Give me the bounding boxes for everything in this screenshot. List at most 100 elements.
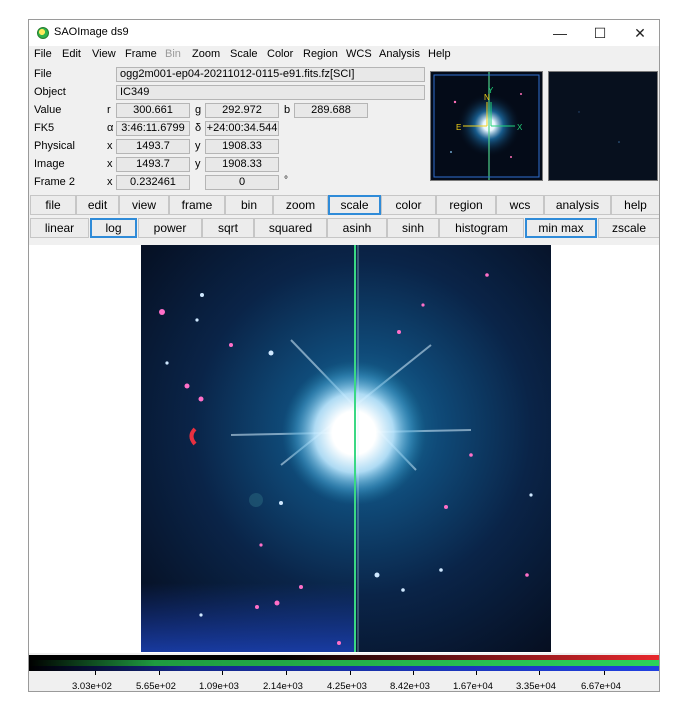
- button-histogram[interactable]: histogram: [439, 218, 524, 238]
- main-button-bar: file edit view frame bin zoom scale colo…: [30, 195, 659, 215]
- image-x-label: x: [107, 158, 113, 170]
- object-label: Object: [34, 86, 66, 98]
- image-y-label: y: [195, 158, 201, 170]
- panner-x-label: X: [517, 123, 523, 132]
- colorbar-tick: [604, 671, 605, 675]
- button-analysis[interactable]: analysis: [544, 195, 611, 215]
- button-sinh[interactable]: sinh: [387, 218, 439, 238]
- file-field: ogg2m001-ep04-20211012-0115-e91.fits.fz[…: [116, 67, 425, 82]
- fk5-delta-label: δ: [195, 122, 202, 134]
- value-r-label: r: [107, 104, 111, 116]
- menu-analysis[interactable]: Analysis: [379, 48, 420, 60]
- colorbar-tick: [413, 671, 414, 675]
- colorbar-tick-label: 8.42e+03: [390, 681, 430, 692]
- physical-y-label: y: [195, 140, 201, 152]
- frame-x-label: x: [107, 176, 113, 188]
- button-zoom[interactable]: zoom: [273, 195, 328, 215]
- file-label: File: [34, 68, 52, 80]
- close-button[interactable]: ✕: [634, 25, 646, 41]
- colorbar-tick: [95, 671, 96, 675]
- colorbar-tick: [159, 671, 160, 675]
- button-bin[interactable]: bin: [225, 195, 273, 215]
- colorbar[interactable]: [29, 655, 659, 671]
- button-min-max[interactable]: min max: [525, 218, 597, 238]
- colorbar-tick-label: 2.14e+03: [263, 681, 303, 692]
- button-linear[interactable]: linear: [30, 218, 89, 238]
- colorbar-tick: [350, 671, 351, 675]
- menu-bin[interactable]: Bin: [165, 48, 181, 60]
- button-frame[interactable]: frame: [169, 195, 225, 215]
- maximize-button[interactable]: ☐: [593, 25, 607, 41]
- button-squared[interactable]: squared: [254, 218, 327, 238]
- button-view[interactable]: view: [119, 195, 169, 215]
- value-b-label: b: [284, 104, 291, 116]
- panner-n-label: N: [484, 93, 490, 102]
- button-region[interactable]: region: [436, 195, 496, 215]
- menu-bar: File Edit View Frame Bin Zoom Scale Colo…: [29, 46, 659, 64]
- value-label: Value: [34, 104, 62, 116]
- value-r-field: 300.661: [116, 103, 190, 118]
- menu-zoom[interactable]: Zoom: [192, 48, 221, 60]
- colorbar-tick-label: 1.67e+04: [453, 681, 493, 692]
- button-sqrt[interactable]: sqrt: [202, 218, 254, 238]
- value-g-label: g: [195, 104, 202, 116]
- panner-y-label: Y: [488, 86, 494, 95]
- colorbar-tick-label: 6.67e+04: [581, 681, 621, 692]
- frame-label: Frame 2: [34, 176, 75, 188]
- frame-zoom-field: 0.232461: [116, 175, 190, 190]
- physical-label: Physical: [34, 140, 75, 152]
- button-zscale[interactable]: zscale: [598, 218, 659, 238]
- minimize-button[interactable]: —: [553, 25, 567, 41]
- panner-image: E N Y X: [431, 72, 542, 180]
- menu-region[interactable]: Region: [303, 48, 338, 60]
- colorbar-tick: [539, 671, 540, 675]
- magnifier-view: [548, 71, 658, 181]
- astro-image[interactable]: [141, 245, 551, 652]
- menu-color[interactable]: Color: [267, 48, 294, 60]
- fk5-dec-field: +24:00:34.544: [205, 121, 279, 136]
- degree-unit: °: [284, 175, 288, 186]
- button-wcs[interactable]: wcs: [496, 195, 544, 215]
- panner-view[interactable]: E N Y X: [430, 71, 543, 181]
- button-log[interactable]: log: [90, 218, 137, 238]
- panner-e-label: E: [456, 123, 461, 132]
- fk5-alpha-label: α: [107, 122, 114, 134]
- menu-help[interactable]: Help: [428, 48, 451, 60]
- menu-view[interactable]: View: [92, 48, 116, 60]
- colorbar-gradient: [29, 655, 659, 671]
- colorbar-tick-label: 1.09e+03: [199, 681, 239, 692]
- fk5-ra-field: 3:46:11.6799: [116, 121, 190, 136]
- menu-edit[interactable]: Edit: [62, 48, 81, 60]
- scale-button-bar: linear log power sqrt squared asinh sinh…: [30, 218, 659, 238]
- colorbar-tick: [222, 671, 223, 675]
- colorbar-tick: [476, 671, 477, 675]
- colorbar-tick: [286, 671, 287, 675]
- ds9-app-icon: [37, 27, 49, 39]
- magnifier-image: [549, 72, 657, 180]
- object-field: IC349: [116, 85, 425, 100]
- window-title: SAOImage ds9: [54, 26, 129, 38]
- ds9-window: SAOImage ds9 — ☐ ✕ File Edit View Frame …: [28, 19, 660, 692]
- title-bar: SAOImage ds9 — ☐ ✕: [29, 20, 659, 46]
- physical-y-field: 1908.33: [205, 139, 279, 154]
- menu-wcs[interactable]: WCS: [346, 48, 372, 60]
- physical-x-field: 1493.7: [116, 139, 190, 154]
- button-power[interactable]: power: [138, 218, 202, 238]
- image-label: Image: [34, 158, 65, 170]
- colorbar-tick-label: 3.35e+04: [516, 681, 556, 692]
- button-edit[interactable]: edit: [76, 195, 119, 215]
- button-asinh[interactable]: asinh: [327, 218, 387, 238]
- menu-file[interactable]: File: [34, 48, 52, 60]
- fk5-label: FK5: [34, 122, 55, 134]
- image-x-field: 1493.7: [116, 157, 190, 172]
- button-file[interactable]: file: [30, 195, 76, 215]
- menu-frame[interactable]: Frame: [125, 48, 157, 60]
- frame-angle-field: 0: [205, 175, 279, 190]
- button-scale[interactable]: scale: [328, 195, 381, 215]
- image-display[interactable]: [29, 245, 659, 653]
- button-help[interactable]: help: [611, 195, 659, 215]
- button-color[interactable]: color: [381, 195, 436, 215]
- menu-scale[interactable]: Scale: [230, 48, 258, 60]
- colorbar-tick-label: 3.03e+02: [72, 681, 112, 692]
- value-b-field: 289.688: [294, 103, 368, 118]
